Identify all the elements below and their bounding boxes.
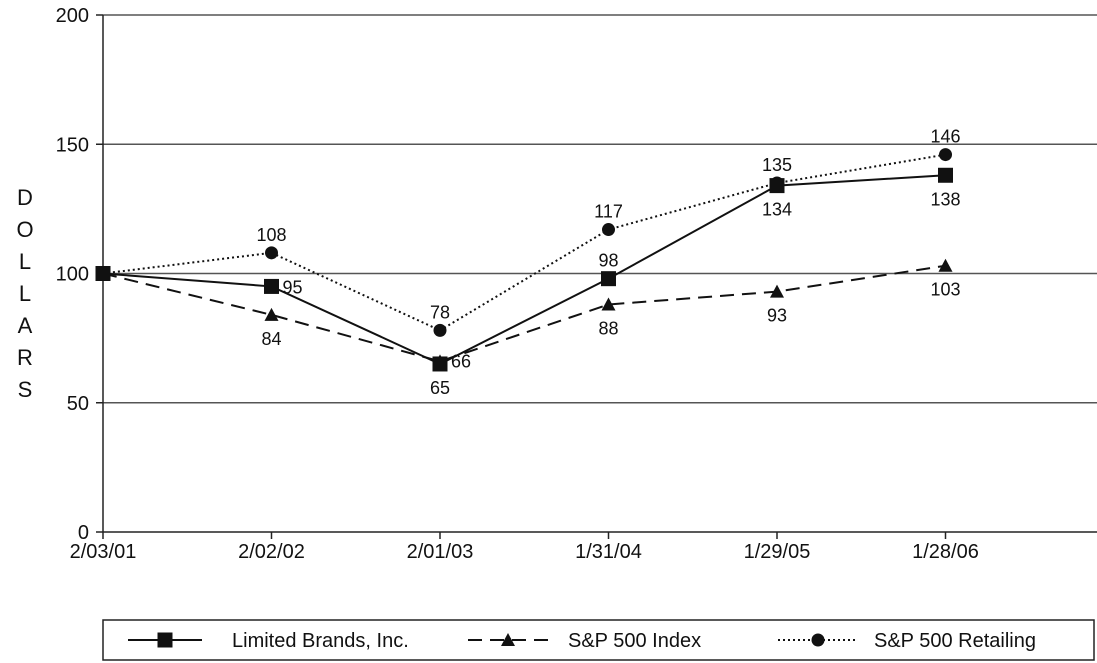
data-point-limited-brands-inc xyxy=(601,271,616,287)
legend-label: Limited Brands, Inc. xyxy=(232,630,409,652)
data-label: 135 xyxy=(762,155,792,175)
x-tick-labels: 2/03/01 2/02/02 2/01/03 1/31/04 1/29/05 1/28/… xyxy=(70,541,979,563)
legend-marker-s-p-500-index xyxy=(501,633,515,646)
x-tick-label: 1/29/05 xyxy=(744,541,811,563)
data-label: 103 xyxy=(930,280,960,300)
y-axis-label-letter: S xyxy=(18,377,33,402)
data-label: 84 xyxy=(261,329,281,349)
data-point-s-p-500-retailing xyxy=(602,223,615,237)
data-label: 98 xyxy=(598,251,618,271)
data-point-s-p-500-index xyxy=(938,258,953,272)
data-label: 134 xyxy=(762,200,792,220)
data-label: 117 xyxy=(594,202,623,222)
y-tick-labels: 0 50 100 150 200 xyxy=(56,5,89,544)
data-label: 146 xyxy=(930,127,960,147)
series xyxy=(95,148,953,372)
legend-item-s-p-500-index: S&P 500 Index xyxy=(468,630,701,652)
axes xyxy=(96,14,1097,539)
data-label: 138 xyxy=(930,189,960,209)
data-point-limited-brands-inc xyxy=(938,167,953,183)
data-point-s-p-500-retailing xyxy=(939,148,952,162)
series-line-s-p-500-retailing xyxy=(102,153,946,332)
legend-marker-limited-brands-inc xyxy=(157,632,173,648)
x-tick-label: 2/01/03 xyxy=(407,541,474,563)
series-line-limited-brands-inc xyxy=(102,174,946,366)
y-axis-label-letter: O xyxy=(16,217,33,242)
legend-label: S&P 500 Retailing xyxy=(874,630,1036,652)
data-point-limited-brands-inc xyxy=(264,278,279,294)
data-point-s-p-500-index xyxy=(770,284,784,298)
legend: Limited Brands, Inc. S&P 500 Index S&P 500… xyxy=(102,619,1095,661)
data-point-s-p-500-retailing xyxy=(433,323,447,337)
data-point-limited-brands-inc xyxy=(432,356,448,372)
legend-item-limited-brands-inc: Limited Brands, Inc. xyxy=(128,630,409,652)
data-point-limited-brands-inc xyxy=(95,266,111,281)
data-label: 95 xyxy=(283,277,303,297)
x-tick-label: 1/31/04 xyxy=(575,541,642,563)
y-tick-label: 0 xyxy=(78,522,89,544)
data-label: 66 xyxy=(451,351,471,371)
data-label: 108 xyxy=(256,225,286,245)
legend-item-s-p-500-retailing: S&P 500 Retailing xyxy=(778,630,1036,652)
data-labels: 95 65 98 134 138 84 66 88 93 103 108 78 117 135 146 xyxy=(256,127,960,398)
data-point-s-p-500-retailing xyxy=(265,246,278,260)
y-tick-label: 100 xyxy=(56,264,89,286)
x-tick-label: 1/28/06 xyxy=(912,541,979,563)
series-line-s-p-500-index xyxy=(102,264,946,363)
data-label: 78 xyxy=(430,302,450,322)
y-tick-label: 50 xyxy=(67,393,89,415)
y-axis-label-letter: L xyxy=(19,281,31,306)
y-axis-label-letter: D xyxy=(17,185,33,210)
grid-lines xyxy=(103,14,1097,404)
data-label: 93 xyxy=(767,306,787,326)
data-point-s-p-500-index xyxy=(601,297,616,311)
y-axis-label-letter: A xyxy=(18,313,33,338)
data-label: 88 xyxy=(598,319,618,339)
y-axis-label-letter: R xyxy=(17,345,33,370)
x-tick-label: 2/02/02 xyxy=(238,541,305,563)
data-point-limited-brands-inc xyxy=(769,178,785,194)
y-axis-label-letter: L xyxy=(19,249,31,274)
y-tick-label: 200 xyxy=(56,5,89,27)
data-point-s-p-500-index xyxy=(264,307,279,321)
legend-label: S&P 500 Index xyxy=(568,630,701,652)
legend-box xyxy=(102,619,1095,661)
y-tick-label: 150 xyxy=(56,134,89,156)
data-label: 65 xyxy=(430,378,450,398)
legend-marker-s-p-500-retailing xyxy=(811,633,825,647)
x-tick-label: 2/03/01 xyxy=(70,541,137,563)
